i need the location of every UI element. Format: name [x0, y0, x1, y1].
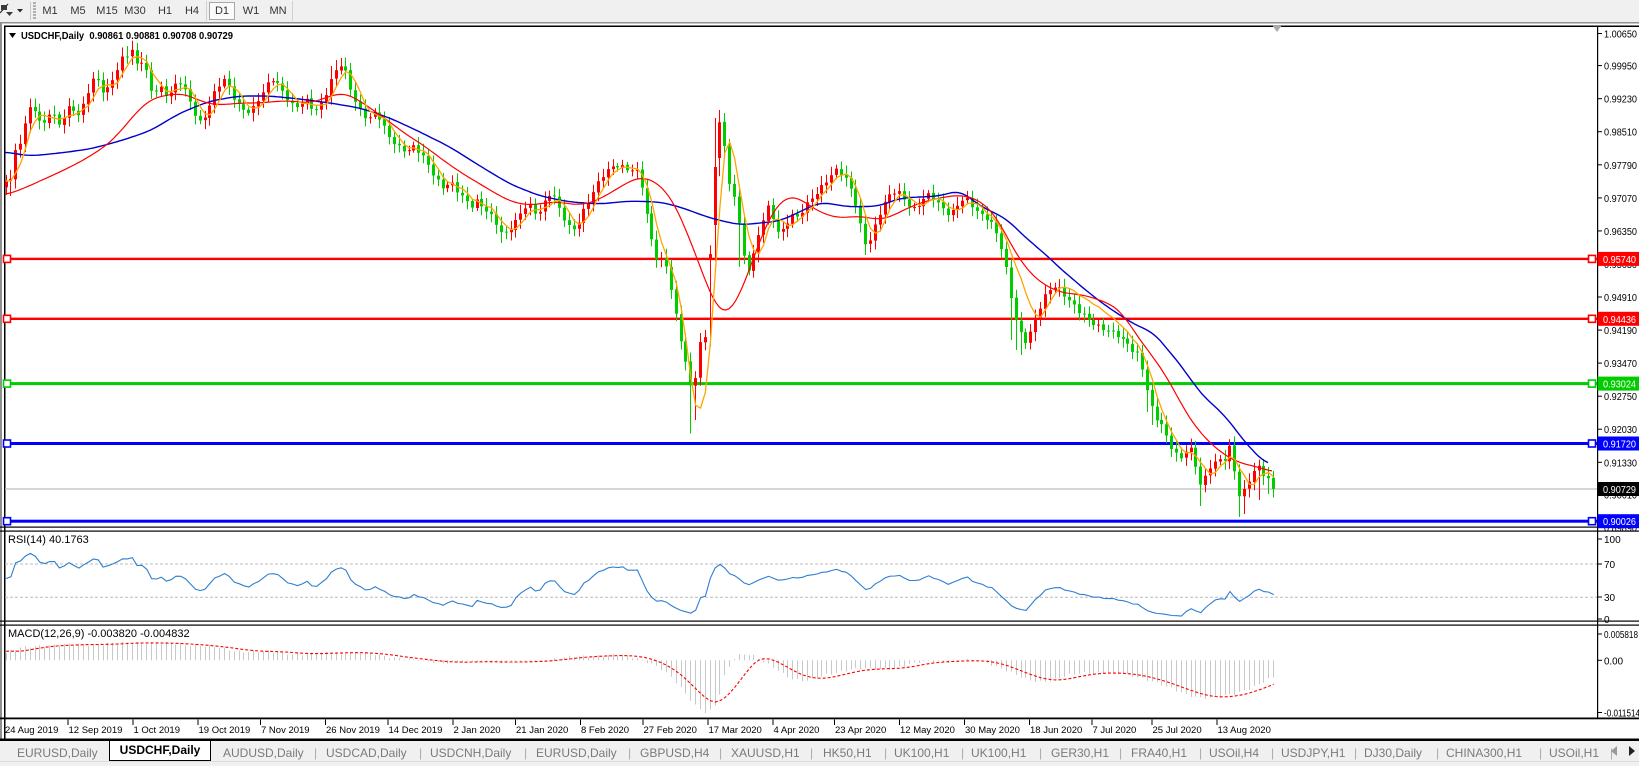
svg-text:7 Jul 2020: 7 Jul 2020 — [1093, 725, 1137, 736]
svg-text:1.00650: 1.00650 — [1604, 30, 1637, 41]
svg-text:0: 0 — [1604, 615, 1610, 626]
svg-text:0.96350: 0.96350 — [1604, 227, 1637, 238]
svg-text:25 Jul 2020: 25 Jul 2020 — [1153, 725, 1202, 736]
svg-text:26 Nov 2019: 26 Nov 2019 — [326, 725, 380, 736]
svg-text:4 Apr 2020: 4 Apr 2020 — [774, 725, 820, 736]
svg-text:RSI(14) 40.1763: RSI(14) 40.1763 — [8, 534, 89, 546]
svg-text:0.94910: 0.94910 — [1604, 293, 1637, 304]
svg-text:23 Apr 2020: 23 Apr 2020 — [835, 725, 886, 736]
svg-text:12 Sep 2019: 12 Sep 2019 — [69, 725, 123, 736]
svg-text:24 Aug 2019: 24 Aug 2019 — [5, 725, 58, 736]
svg-text:1 Oct 2019: 1 Oct 2019 — [134, 725, 180, 736]
svg-text:0.90729: 0.90729 — [1603, 485, 1636, 496]
svg-text:14 Dec 2019: 14 Dec 2019 — [389, 725, 443, 736]
svg-text:0.99950: 0.99950 — [1604, 62, 1637, 73]
svg-text:13 Aug 2020: 13 Aug 2020 — [1218, 725, 1271, 736]
svg-text:0.93024: 0.93024 — [1603, 380, 1636, 391]
svg-text:0.91720: 0.91720 — [1603, 440, 1636, 451]
svg-text:0.94436: 0.94436 — [1603, 315, 1636, 326]
svg-text:30: 30 — [1604, 593, 1616, 604]
svg-text:0.005818: 0.005818 — [1604, 630, 1638, 641]
svg-text:-0.011514: -0.011514 — [1604, 709, 1639, 720]
svg-text:2 Jan 2020: 2 Jan 2020 — [454, 725, 501, 736]
svg-text:0.94190: 0.94190 — [1604, 326, 1637, 337]
svg-text:0.92030: 0.92030 — [1604, 425, 1637, 436]
svg-text:18 Jun 2020: 18 Jun 2020 — [1030, 725, 1082, 736]
svg-text:100: 100 — [1604, 535, 1621, 546]
svg-text:27 Feb 2020: 27 Feb 2020 — [644, 725, 697, 736]
svg-text:USDCHF,Daily 0.90861 0.90881: USDCHF,Daily 0.90861 0.90881 0.90708 0.9… — [21, 30, 233, 42]
svg-text:0.89890: 0.89890 — [1604, 524, 1637, 535]
svg-text:12 May 2020: 12 May 2020 — [900, 725, 955, 736]
svg-text:7 Nov 2019: 7 Nov 2019 — [261, 725, 310, 736]
svg-text:0.97790: 0.97790 — [1604, 161, 1637, 172]
svg-text:0.95740: 0.95740 — [1603, 255, 1636, 266]
svg-text:0.00: 0.00 — [1604, 656, 1623, 667]
svg-text:MACD(12,26,9) -0.003820 -0.004: MACD(12,26,9) -0.003820 -0.004832 — [8, 628, 190, 640]
svg-text:0.93470: 0.93470 — [1604, 359, 1637, 370]
svg-text:8 Feb 2020: 8 Feb 2020 — [581, 725, 629, 736]
svg-text:0.90026: 0.90026 — [1603, 517, 1636, 528]
svg-text:21 Jan 2020: 21 Jan 2020 — [516, 725, 568, 736]
svg-text:0.99230: 0.99230 — [1604, 95, 1637, 106]
svg-text:70: 70 — [1604, 560, 1616, 571]
svg-text:0.92750: 0.92750 — [1604, 392, 1637, 403]
svg-text:0.98510: 0.98510 — [1604, 128, 1637, 139]
svg-text:30 May 2020: 30 May 2020 — [965, 725, 1020, 736]
svg-text:0.91330: 0.91330 — [1604, 458, 1637, 469]
svg-text:0.97070: 0.97070 — [1604, 194, 1637, 205]
svg-text:17 Mar 2020: 17 Mar 2020 — [709, 725, 762, 736]
svg-text:19 Oct 2019: 19 Oct 2019 — [199, 725, 251, 736]
